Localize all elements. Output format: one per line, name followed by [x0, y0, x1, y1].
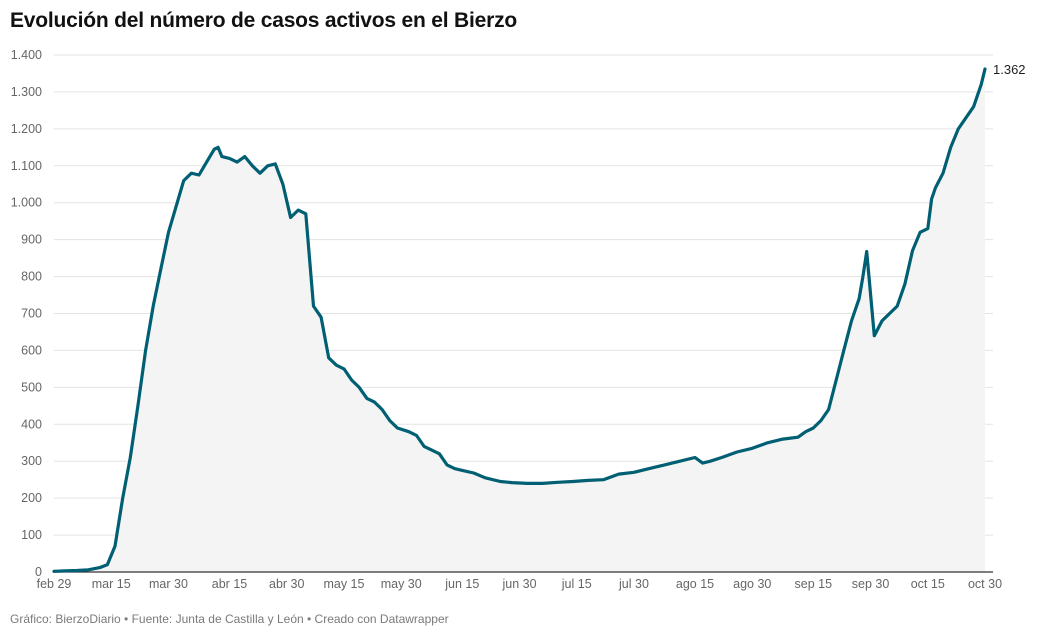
y-tick-label: 600	[21, 343, 42, 357]
y-tick-label: 500	[21, 380, 42, 394]
y-tick-label: 1.300	[11, 85, 42, 99]
x-tick-label: may 15	[323, 577, 364, 591]
y-tick-label: 300	[21, 454, 42, 468]
x-tick-label: oct 30	[968, 577, 1002, 591]
y-tick-label: 200	[21, 491, 42, 505]
area-fill-path	[54, 69, 985, 572]
y-tick-label: 400	[21, 417, 42, 431]
y-tick-label: 1.400	[11, 48, 42, 62]
y-tick-label: 900	[21, 233, 42, 247]
y-tick-label: 700	[21, 307, 42, 321]
x-tick-label: abr 15	[212, 577, 247, 591]
x-tick-label: jun 30	[501, 577, 536, 591]
data-line	[52, 67, 987, 573]
x-tick-label: feb 29	[37, 577, 72, 591]
x-tick-label: sep 15	[795, 577, 833, 591]
x-tick-label: jun 15	[444, 577, 479, 591]
x-tick-label: oct 15	[911, 577, 945, 591]
y-tick-label: 1.100	[11, 159, 42, 173]
x-tick-label: sep 30	[852, 577, 890, 591]
x-tick-label: ago 30	[733, 577, 771, 591]
y-tick-label: 0	[35, 565, 42, 579]
y-tick-label: 100	[21, 528, 42, 542]
x-tick-label: jul 30	[618, 577, 649, 591]
x-tick-label: abr 30	[269, 577, 304, 591]
chart-title: Evolución del número de casos activos en…	[10, 9, 517, 32]
y-tick-label: 800	[21, 270, 42, 284]
x-tick-label: jul 15	[561, 577, 592, 591]
x-tick-label: may 30	[381, 577, 422, 591]
series-line	[52, 67, 987, 573]
x-tick-label: mar 30	[149, 577, 188, 591]
y-tick-label: 1.000	[11, 196, 42, 210]
area-fill	[54, 69, 985, 572]
x-tick-label: mar 15	[92, 577, 131, 591]
end-value-label: 1.362	[993, 62, 1026, 77]
y-tick-label: 1.200	[11, 122, 42, 136]
tick-labels: 0 100 200 300 400 500 600 700 800 900 1.000 1.100 1.…	[11, 48, 1026, 591]
chart-footer: Gráfico: BierzoDiario • Fuente: Junta de…	[10, 612, 449, 626]
x-tick-label: ago 15	[676, 577, 714, 591]
